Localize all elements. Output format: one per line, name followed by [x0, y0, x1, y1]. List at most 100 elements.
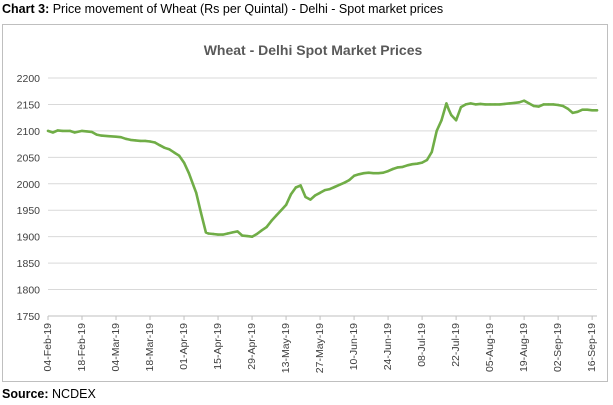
data-point — [464, 103, 467, 106]
data-point — [163, 146, 166, 149]
data-point — [348, 178, 351, 182]
data-point — [556, 103, 560, 107]
data-point — [195, 191, 198, 194]
data-point — [173, 151, 176, 154]
data-point — [255, 232, 259, 236]
y-tick-label: 1900 — [17, 232, 41, 244]
data-point — [586, 108, 589, 111]
data-point — [199, 211, 203, 215]
data-point — [391, 167, 395, 171]
data-point — [503, 102, 506, 106]
caption-text: Price movement of Wheat (Rs per Quintal)… — [49, 2, 444, 16]
data-point — [411, 163, 414, 166]
gridlines — [48, 77, 597, 317]
x-tick-label: 19-Aug-19 — [518, 323, 530, 372]
data-point — [445, 102, 448, 105]
data-point — [100, 134, 103, 137]
x-tick-label: 04-Feb-19 — [42, 323, 54, 372]
x-tick-label: 27-May-19 — [314, 323, 326, 373]
data-point — [352, 174, 356, 177]
data-point — [250, 235, 254, 238]
data-point — [401, 165, 404, 169]
data-point — [144, 139, 147, 143]
data-point — [576, 110, 579, 114]
data-point — [493, 103, 497, 106]
data-point — [289, 193, 293, 196]
data-point — [447, 108, 450, 111]
x-tick-label: 02-Sep-19 — [552, 323, 564, 372]
x-tick-label: 05-Aug-19 — [484, 323, 496, 372]
data-point — [571, 111, 574, 115]
data-point — [129, 138, 132, 142]
data-point — [513, 101, 516, 105]
x-tick-label: 22-Jul-19 — [450, 323, 462, 367]
data-point — [479, 102, 482, 106]
x-tick-label: 15-Apr-19 — [212, 323, 224, 370]
data-point — [484, 103, 487, 106]
data-point — [367, 171, 370, 174]
y-tick-label: 2200 — [17, 73, 41, 85]
data-point — [328, 187, 331, 191]
data-point — [440, 119, 443, 122]
data-point — [561, 104, 565, 108]
data-point — [168, 148, 171, 151]
data-point — [304, 195, 307, 199]
data-point — [532, 104, 535, 108]
data-point — [107, 135, 110, 138]
data-point — [542, 103, 545, 106]
data-point — [488, 103, 492, 106]
data-point — [459, 105, 463, 109]
x-tick-label: 08-Jul-19 — [416, 323, 428, 367]
x-axis-ticks: 04-Feb-19 18-Feb-19 04-Mar-19 18-Mar-19 01-A… — [42, 315, 598, 373]
series-layer — [46, 99, 599, 238]
data-point — [474, 103, 477, 106]
data-point — [386, 169, 390, 173]
data-point — [318, 191, 322, 194]
data-point — [590, 109, 594, 112]
y-tick-label: 1850 — [17, 258, 41, 270]
data-point — [216, 233, 220, 236]
data-point — [221, 233, 225, 236]
x-tick-label: 24-Jun-19 — [382, 323, 394, 370]
data-point — [450, 113, 453, 117]
data-point — [148, 140, 152, 143]
data-point — [435, 129, 438, 133]
data-point — [204, 231, 208, 234]
series-line-0 — [46, 99, 599, 238]
data-point — [139, 139, 142, 143]
chart-title: Wheat - Delhi Spot Market Prices — [204, 42, 423, 58]
data-point — [527, 102, 531, 105]
data-point — [552, 103, 555, 106]
x-tick-label: 16-Sep-19 — [586, 323, 598, 372]
line-chart: Wheat - Delhi Spot Market Prices 1750 180… — [17, 42, 599, 373]
data-point — [260, 229, 263, 232]
data-point — [280, 209, 283, 212]
data-point — [192, 185, 195, 188]
data-point — [73, 131, 76, 134]
x-tick-label: 18-Feb-19 — [76, 323, 88, 372]
source-note: Source: NCDEX — [2, 387, 96, 401]
data-point — [153, 141, 157, 144]
y-tick-label: 2050 — [17, 152, 41, 164]
data-point — [343, 181, 346, 184]
data-point — [309, 198, 312, 201]
data-point — [508, 102, 511, 105]
data-point — [178, 154, 181, 157]
data-point — [581, 108, 584, 111]
data-point — [241, 234, 244, 237]
data-point — [294, 186, 297, 189]
data-point — [406, 164, 409, 167]
data-point — [518, 101, 521, 104]
data-point — [284, 203, 288, 207]
x-tick-label: 18-Mar-19 — [144, 323, 156, 372]
y-tick-label: 1800 — [17, 285, 41, 297]
data-point — [85, 130, 89, 133]
data-point — [430, 150, 433, 154]
data-point — [187, 172, 191, 175]
data-point — [299, 184, 302, 187]
x-tick-label: 29-Apr-19 — [246, 323, 258, 370]
data-point — [537, 105, 540, 108]
data-point — [265, 225, 268, 229]
source-text: NCDEX — [48, 387, 96, 401]
data-point — [270, 219, 273, 222]
